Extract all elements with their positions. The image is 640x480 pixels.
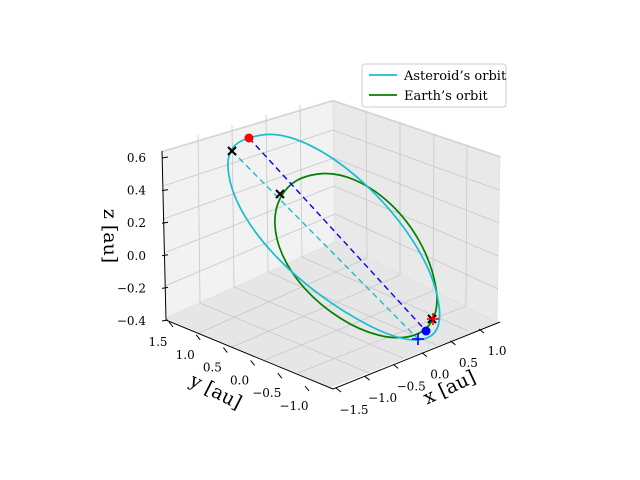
z-tick-label-mark bbox=[161, 286, 169, 289]
z-tick-label: 0.2 bbox=[127, 216, 146, 230]
x-tick-labels: −1.5−1.0−0.5 0.0 0.5 1.0 bbox=[335, 328, 507, 417]
x-tick-label-mark bbox=[478, 328, 485, 334]
z-tick-label-mark bbox=[161, 189, 169, 192]
asteroid-orbit-line bbox=[227, 133, 441, 341]
x-tick-label: 1.0 bbox=[487, 344, 506, 358]
z-tick-label: −0.2 bbox=[117, 281, 146, 295]
x-tick-label: −1.0 bbox=[368, 391, 397, 405]
y-tick-label: 0.5 bbox=[203, 361, 222, 375]
legend-label-earth: Earth’s orbit bbox=[404, 89, 489, 104]
marker-red-dot bbox=[244, 133, 254, 143]
axis-lines bbox=[161, 150, 501, 390]
z-tick-labels: 0.6 0.4 0.2 0.0 −0.2 −0.4 bbox=[117, 151, 169, 328]
y-tick-label: −0.5 bbox=[252, 386, 281, 400]
x-tick-label: −1.5 bbox=[339, 403, 368, 417]
y-tick-label-mark bbox=[277, 372, 283, 379]
y-tick-label-mark bbox=[195, 334, 201, 341]
z-tick-label: 0.6 bbox=[127, 151, 146, 165]
connector-line-blue bbox=[248, 137, 427, 332]
x-tick-label: −0.5 bbox=[397, 379, 426, 393]
y-tick-label: 1.0 bbox=[176, 348, 195, 362]
legend-label-asteroid: Asteroid’s orbit bbox=[403, 69, 507, 84]
x-axis-label: x [au] bbox=[420, 366, 479, 409]
z-tick-label: 0.4 bbox=[127, 184, 146, 198]
marker-cross-1 bbox=[227, 146, 237, 156]
legend: Asteroid’s orbit Earth’s orbit bbox=[361, 63, 507, 108]
x-tick-label: 0.0 bbox=[430, 368, 449, 382]
z-tick-label-mark bbox=[161, 221, 169, 224]
z-tick-label-mark bbox=[161, 156, 169, 159]
z-tick-label: 0.0 bbox=[127, 249, 146, 263]
marker-blue-plus bbox=[412, 333, 424, 345]
marker-blue-dot bbox=[421, 326, 431, 336]
x-tick-label-mark bbox=[364, 375, 370, 381]
connector-line-cyan bbox=[231, 150, 419, 340]
x-tick-label: 0.5 bbox=[459, 356, 478, 370]
y-tick-label: 1.5 bbox=[148, 335, 167, 349]
x-tick-label-mark bbox=[421, 352, 428, 357]
legend-box bbox=[361, 63, 507, 108]
y-tick-label: −1.0 bbox=[279, 399, 308, 413]
y-tick-label: 0.0 bbox=[230, 373, 249, 387]
x-tick-label-mark bbox=[450, 340, 456, 346]
z-axis-label: z [au] bbox=[99, 209, 121, 263]
y-tick-label-mark bbox=[223, 347, 228, 353]
z-tick-label: −0.4 bbox=[117, 314, 147, 328]
y-tick-label-mark bbox=[168, 321, 174, 328]
y-tick-label-mark bbox=[304, 385, 310, 392]
x-tick-label-mark bbox=[335, 387, 342, 393]
grid-lines bbox=[161, 100, 501, 374]
y-tick-labels: 1.5 1.0 0.5 0.0−0.5−1.0 bbox=[148, 321, 310, 413]
z-tick-label-mark bbox=[161, 319, 169, 322]
x-tick-label-mark bbox=[392, 364, 399, 369]
z-tick-label-mark bbox=[161, 254, 169, 257]
marker-cross-2 bbox=[275, 189, 285, 199]
floor-pane bbox=[164, 241, 498, 388]
marker-red-plus bbox=[427, 313, 439, 325]
y-tick-label-mark bbox=[250, 360, 255, 366]
